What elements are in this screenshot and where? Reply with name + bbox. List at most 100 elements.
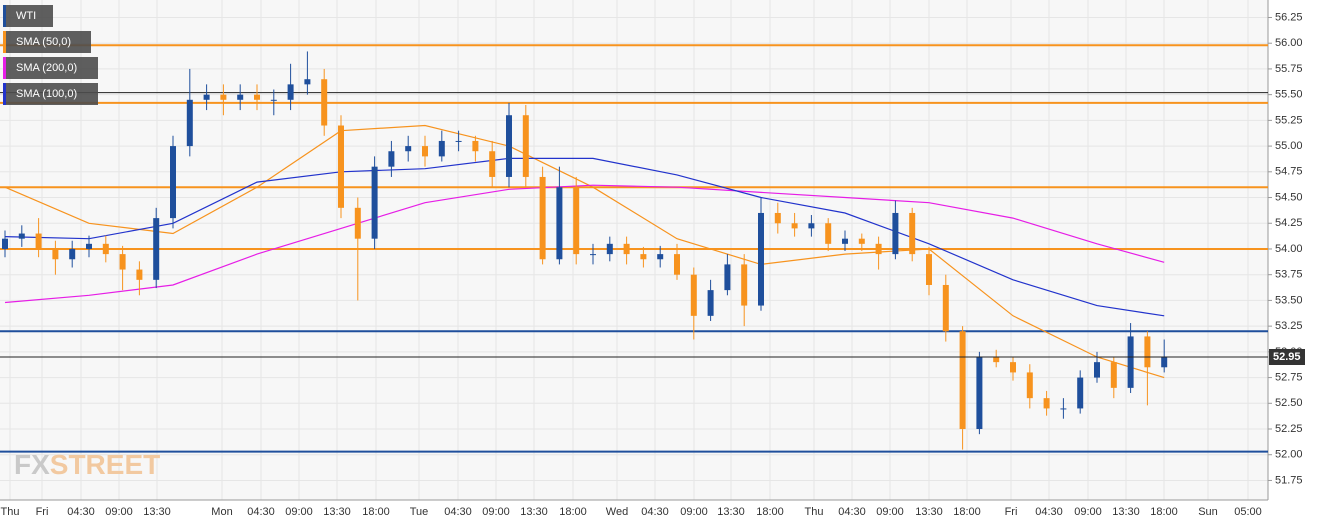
candle-body — [690, 274, 697, 316]
candle-body — [842, 238, 848, 244]
candle-body — [489, 151, 496, 177]
candle-body — [758, 212, 764, 306]
x-tick-label: 13:30 — [143, 506, 171, 518]
y-tick-label: 53.25 — [1275, 320, 1303, 332]
candle-body — [1144, 336, 1151, 368]
y-tick-label: 56.25 — [1275, 11, 1303, 23]
candle-body — [606, 243, 613, 255]
legend-box — [3, 83, 98, 105]
x-tick-label: Mon — [211, 506, 232, 518]
y-tick-label: 54.75 — [1275, 166, 1303, 178]
candle-body — [237, 94, 244, 100]
candle-body — [674, 254, 680, 275]
candle-body — [657, 254, 664, 260]
candle-body — [86, 243, 92, 249]
candle-body — [556, 187, 563, 260]
candle-body — [1010, 362, 1016, 373]
x-tick-label: 09:00 — [105, 506, 133, 518]
candle-body — [724, 264, 731, 291]
x-tick-label: Fri — [36, 506, 49, 518]
candle-body — [354, 207, 361, 239]
y-tick-label: 52.00 — [1275, 449, 1303, 461]
x-tick-label: 18:00 — [1150, 506, 1178, 518]
watermark-fx: FX — [14, 449, 50, 480]
x-tick-label: 04:30 — [67, 506, 95, 518]
candle-body — [472, 140, 479, 152]
y-tick-label: 53.75 — [1275, 269, 1303, 281]
candle-body — [1161, 356, 1168, 368]
y-tick-label: 55.50 — [1275, 89, 1303, 101]
y-tick-label: 52.75 — [1275, 371, 1303, 383]
candle-body — [858, 238, 865, 244]
candle-body — [1043, 398, 1050, 409]
y-tick-label: 54.25 — [1275, 217, 1303, 229]
legend-label: SMA (100,0) — [16, 88, 77, 100]
candle-body — [1026, 372, 1033, 399]
candle-body — [707, 290, 714, 316]
candle-body — [388, 151, 395, 167]
candle-body — [69, 248, 76, 260]
candle-body — [1060, 408, 1067, 410]
candle-body — [422, 146, 428, 157]
candle-body — [791, 223, 798, 229]
y-tick-label: 55.75 — [1275, 63, 1303, 75]
watermark-street: STREET — [50, 449, 160, 480]
y-tick-label: 54.00 — [1275, 243, 1303, 255]
x-tick-label: Thu — [805, 506, 824, 518]
candle-body — [220, 94, 227, 100]
candle-body — [1110, 362, 1117, 388]
candle-body — [186, 99, 193, 147]
last-price-label: 52.95 — [1273, 351, 1301, 363]
x-tick-label: 13:30 — [1112, 506, 1140, 518]
y-tick-label: 55.25 — [1275, 114, 1303, 126]
candle-body — [35, 233, 42, 249]
x-tick-label: 04:30 — [838, 506, 866, 518]
y-tick-label: 55.00 — [1275, 140, 1303, 152]
legend-swatch — [3, 83, 6, 105]
x-tick-label: Wed — [606, 506, 628, 518]
x-tick-label: 09:00 — [1074, 506, 1102, 518]
candle-body — [774, 212, 781, 224]
y-tick-label: 56.00 — [1275, 37, 1303, 49]
candle-body — [254, 94, 260, 100]
candle-body — [304, 79, 311, 85]
candle-body — [455, 140, 462, 142]
candle-body — [52, 248, 59, 260]
candle-body — [203, 94, 210, 100]
legend-box — [3, 5, 53, 27]
candle-body — [892, 212, 899, 255]
x-tick-label: 18:00 — [756, 506, 784, 518]
x-tick-label: 18:00 — [953, 506, 981, 518]
x-tick-label: Thu — [1, 506, 20, 518]
x-tick-label: 04:30 — [247, 506, 275, 518]
x-tick-label: 09:00 — [482, 506, 510, 518]
candle-body — [1094, 362, 1100, 378]
legend-box — [3, 31, 91, 53]
candle-body — [808, 223, 815, 229]
candle-body — [1127, 336, 1134, 388]
legend-swatch — [3, 5, 6, 27]
candle-body — [623, 243, 630, 255]
candle-body — [942, 284, 949, 332]
x-tick-label: 04:30 — [641, 506, 669, 518]
candle-body — [136, 269, 143, 280]
legend-label: SMA (50,0) — [16, 36, 71, 48]
legend-label: SMA (200,0) — [16, 62, 77, 74]
candle-body — [321, 79, 328, 126]
legend-swatch — [3, 57, 6, 79]
plot-area — [0, 0, 1268, 500]
candle-body — [573, 187, 580, 255]
x-tick-label: 13:30 — [323, 506, 351, 518]
candle-body — [287, 84, 294, 100]
sma-line — [4, 124, 1165, 379]
x-tick-label: Sun — [1198, 506, 1218, 518]
candle-body — [438, 140, 445, 157]
x-tick-label: 09:00 — [285, 506, 313, 518]
y-tick-label: 52.50 — [1275, 397, 1303, 409]
candle-body — [405, 146, 412, 152]
candle-body — [825, 223, 832, 244]
x-tick-label: 13:30 — [520, 506, 548, 518]
legend-label: WTI — [16, 10, 36, 22]
